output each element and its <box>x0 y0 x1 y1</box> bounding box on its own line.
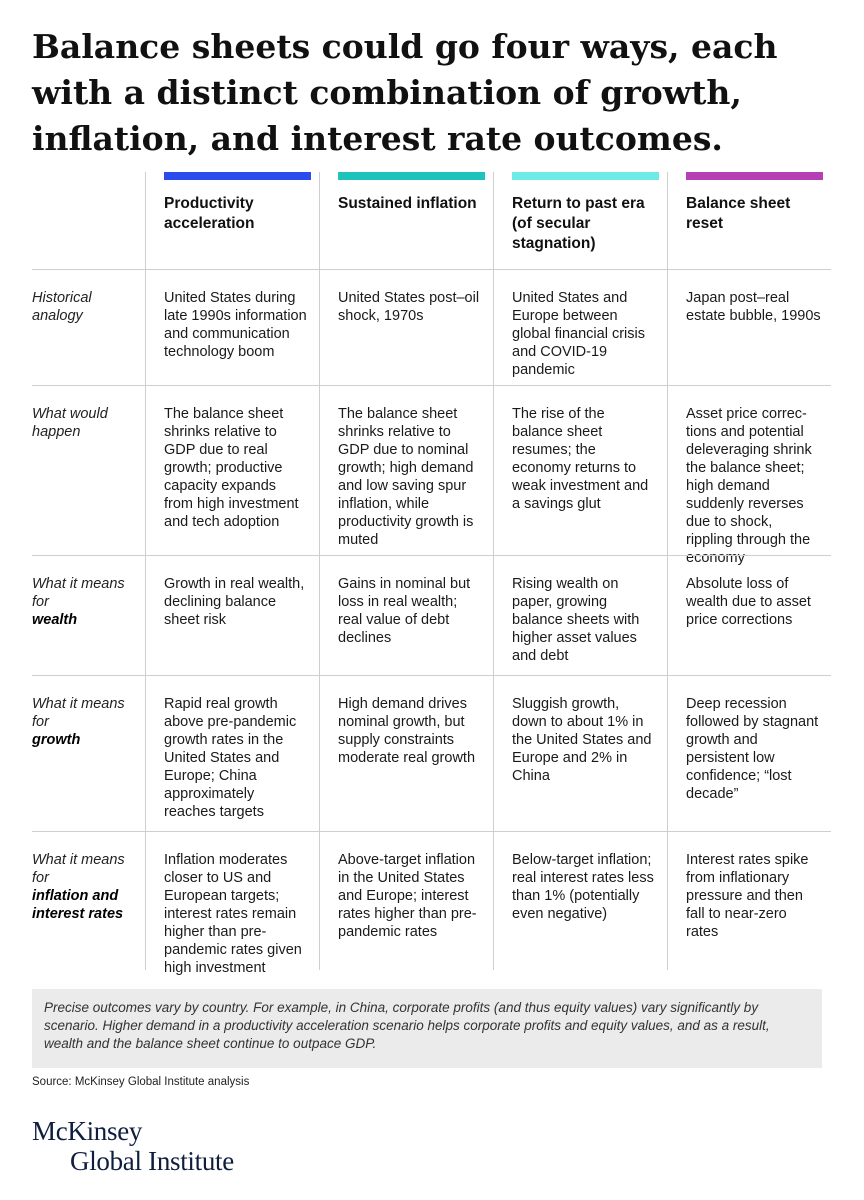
table-cell: Asset price correc­tions and potential d… <box>667 385 831 566</box>
row-header-italic: What it means for <box>32 576 125 610</box>
color-bar-sustained-inflation <box>338 172 485 180</box>
footnote-box: Precise outcomes vary by country. For ex… <box>32 989 822 1068</box>
table-cell: Japan post–real estate bubble, 1990s <box>667 269 831 385</box>
table-cell: The balance sheet shrinks relative to GD… <box>145 385 319 555</box>
row-header-italic: What it means for <box>32 852 125 886</box>
row-header-inflation-interest-rates: What it means for inflation and interest… <box>32 831 145 970</box>
row-header-italic: Historical analogy <box>32 290 92 324</box>
table-cell: Interest rates spike from inflationary p… <box>667 831 831 970</box>
table-cell: Above-target inflation in the United Sta… <box>319 831 493 970</box>
column-header-label: Productivity acceleration <box>164 195 255 232</box>
table-cell: Growth in real wealth, declining balance… <box>145 555 319 675</box>
logo-line-1: McKinsey <box>32 1116 143 1146</box>
scenario-table: Productivity acceleration Sustained infl… <box>32 172 831 976</box>
row-header-bold: wealth <box>32 612 78 628</box>
column-header-balance-sheet-reset: Balance sheet reset <box>667 172 831 269</box>
logo-line-2: Global Institute <box>70 1146 234 1176</box>
table-cell: Sluggish growth, down to about 1% in the… <box>493 675 667 831</box>
row-header-what-would-happen: What would happen <box>32 385 145 555</box>
table-cell: United States and Europe between global … <box>493 269 667 385</box>
row-header-wealth: What it means for wealth <box>32 555 145 675</box>
column-header-sustained-inflation: Sustained inflation <box>319 172 493 269</box>
table-cell: The rise of the balance sheet resumes; t… <box>493 385 667 555</box>
table-cell: Rising wealth on paper, growing balance … <box>493 555 667 675</box>
color-bar-productivity <box>164 172 311 180</box>
color-bar-return-to-past-era <box>512 172 659 180</box>
column-header-label: Balance sheet reset <box>686 195 791 232</box>
column-header-label: Return to past era (of secular stagnatio… <box>512 195 645 252</box>
table-corner <box>32 172 145 269</box>
table-cell: Rapid real growth above pre-pandemic gro… <box>145 675 319 831</box>
table-cell: Absolute loss of wealth due to asset pri… <box>667 555 831 675</box>
column-header-productivity: Productivity acceleration <box>145 172 319 269</box>
color-bar-balance-sheet-reset <box>686 172 823 180</box>
column-header-return-to-past-era: Return to past era (of secular stagnatio… <box>493 172 667 269</box>
table-cell: Deep recession followed by stagnant grow… <box>667 675 831 831</box>
table-cell: Gains in nominal but loss in real wealth… <box>319 555 493 675</box>
table-cell: United States during late 1990s informat… <box>145 269 319 385</box>
column-header-label: Sustained inflation <box>338 195 477 212</box>
row-header-historical-analogy: Historical analogy <box>32 269 145 385</box>
table-cell: The balance sheet shrinks relative to GD… <box>319 385 493 555</box>
source-note: Source: McKinsey Global Institute analys… <box>32 1076 250 1088</box>
row-header-bold: growth <box>32 732 81 748</box>
row-header-italic: What would happen <box>32 406 108 440</box>
row-header-italic: What it means for <box>32 696 125 730</box>
table-cell: Below-target inflation; real interest ra… <box>493 831 667 970</box>
table-cell: Inflation moderates closer to US and Eur… <box>145 831 319 976</box>
table-cell: High demand drives nominal growth, but s… <box>319 675 493 831</box>
row-header-growth: What it means for growth <box>32 675 145 831</box>
row-header-bold: inflation and interest rates <box>32 888 124 922</box>
page-title: Balance sheets could go four ways, each … <box>32 27 778 158</box>
mckinsey-global-institute-logo: McKinsey Global Institute <box>32 1116 234 1176</box>
table-cell: United States post–oil shock, 1970s <box>319 269 493 385</box>
